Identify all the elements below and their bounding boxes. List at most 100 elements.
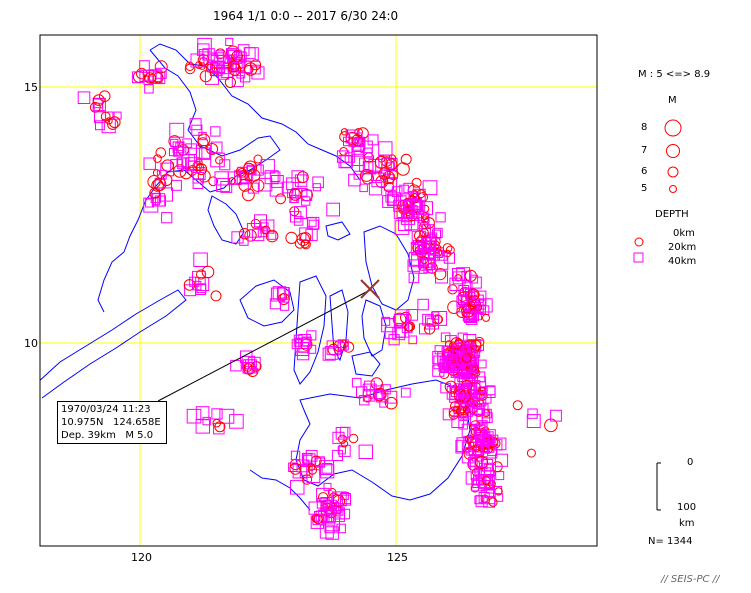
lon-label-125: 125 [387,551,408,564]
quake-deep-square [458,346,471,359]
quake-shallow-circle [332,494,346,508]
quake-shallow-circle [419,228,429,238]
legend-mag-5: 5 [641,183,648,194]
quake-deep-square [422,313,434,326]
quake-deep-square [217,55,231,68]
legend-depth-0-circle [634,237,644,247]
quake-shallow-circle [339,147,349,156]
quake-shallow-circle [296,171,309,184]
quake-deep-square [190,53,205,68]
quake-shallow-circle [482,313,490,322]
quake-deep-square [474,390,484,400]
quake-shallow-circle [198,62,206,70]
quake-shallow-circle [152,169,161,177]
quake-shallow-circle [253,154,263,164]
quake-deep-square [353,170,363,180]
quake-deep-square [364,380,375,392]
quake-shallow-circle [374,155,388,169]
quake-shallow-circle [187,165,198,176]
quake-shallow-circle [351,134,364,147]
quake-deep-square [392,327,406,341]
quake-shallow-circle [228,63,242,76]
quake-deep-square [430,244,440,255]
quake-deep-square [325,516,341,532]
quake-deep-square [204,70,219,85]
quake-shallow-circle [360,168,374,182]
quake-deep-square [143,157,156,170]
quake-deep-square [470,471,480,481]
quake-deep-square [219,159,231,171]
quake-deep-square [225,37,234,47]
quake-deep-square [324,346,339,360]
quake-deep-square [293,334,303,344]
quake-deep-square [301,189,313,201]
quake-deep-square [298,187,308,197]
quake-shallow-circle [205,63,216,73]
quake-deep-square [310,515,325,529]
quake-deep-square [302,454,313,465]
quake-deep-square [305,228,318,242]
coast-leyte [361,299,387,357]
quake-deep-square [215,50,224,59]
quake-shallow-circle [445,245,455,255]
quake-deep-square [356,386,368,398]
quake-deep-square [421,224,435,238]
quake-shallow-circle [464,434,474,444]
quake-deep-square [306,469,321,484]
quake-deep-square [192,280,202,291]
quake-deep-square [348,132,363,147]
coast-negros [293,275,327,385]
legend-mag-8-circle [664,119,682,137]
quake-shallow-circle [275,193,287,205]
event-depth-mag: Dep. 39km M 5.0 [61,429,163,442]
quake-deep-square [400,199,412,211]
quake-deep-square [247,182,259,194]
quake-deep-square [287,189,296,199]
selected-event-marker[interactable] [360,279,380,299]
quake-deep-square [281,181,294,194]
quake-shallow-circle [467,301,476,310]
quake-deep-square [176,157,187,168]
quake-deep-square [169,122,185,138]
quake-shallow-circle [300,239,311,250]
quake-deep-square [322,347,336,361]
quake-deep-square [312,176,324,189]
quake-shallow-circle [184,63,196,75]
quake-shallow-circle [311,513,321,523]
quake-deep-square [290,450,301,461]
coast-masbate [325,221,351,241]
quake-shallow-circle [468,295,481,308]
quake-deep-square [290,480,305,495]
quake-shallow-circle [382,171,396,184]
quake-deep-square [421,241,435,255]
quake-deep-square [457,294,469,306]
quake-deep-square [481,440,495,453]
quake-shallow-circle [155,147,167,158]
software-credit: // SEIS-PC // [661,574,720,585]
quake-deep-square [260,159,275,174]
quake-deep-square [219,408,235,424]
quake-deep-square [319,524,334,539]
quake-deep-square [526,414,541,429]
quake-deep-square [294,174,308,187]
quake-deep-square [192,172,204,184]
quake-deep-square [264,170,279,185]
quake-deep-square [449,277,463,292]
map-title: 1964 1/1 0:0 -- 2017 6/30 24:0 [213,9,399,23]
quake-deep-square [408,272,420,284]
legend-mag-range: M : 5 <=> 8.9 [638,69,711,80]
legend-depth-40: 40km [668,256,697,267]
quake-shallow-circle [173,164,187,178]
quake-deep-square [433,355,448,370]
quake-shallow-circle [339,131,351,143]
quake-shallow-circle [108,116,121,129]
quake-deep-square [451,415,465,428]
quake-deep-square [435,270,448,284]
quake-deep-square [378,141,393,156]
quake-shallow-circle [151,179,164,192]
quake-deep-square [393,199,406,212]
quake-shallow-circle [475,455,489,469]
quake-deep-square [381,157,395,171]
quake-deep-square [170,159,184,173]
quake-deep-square [423,263,434,274]
